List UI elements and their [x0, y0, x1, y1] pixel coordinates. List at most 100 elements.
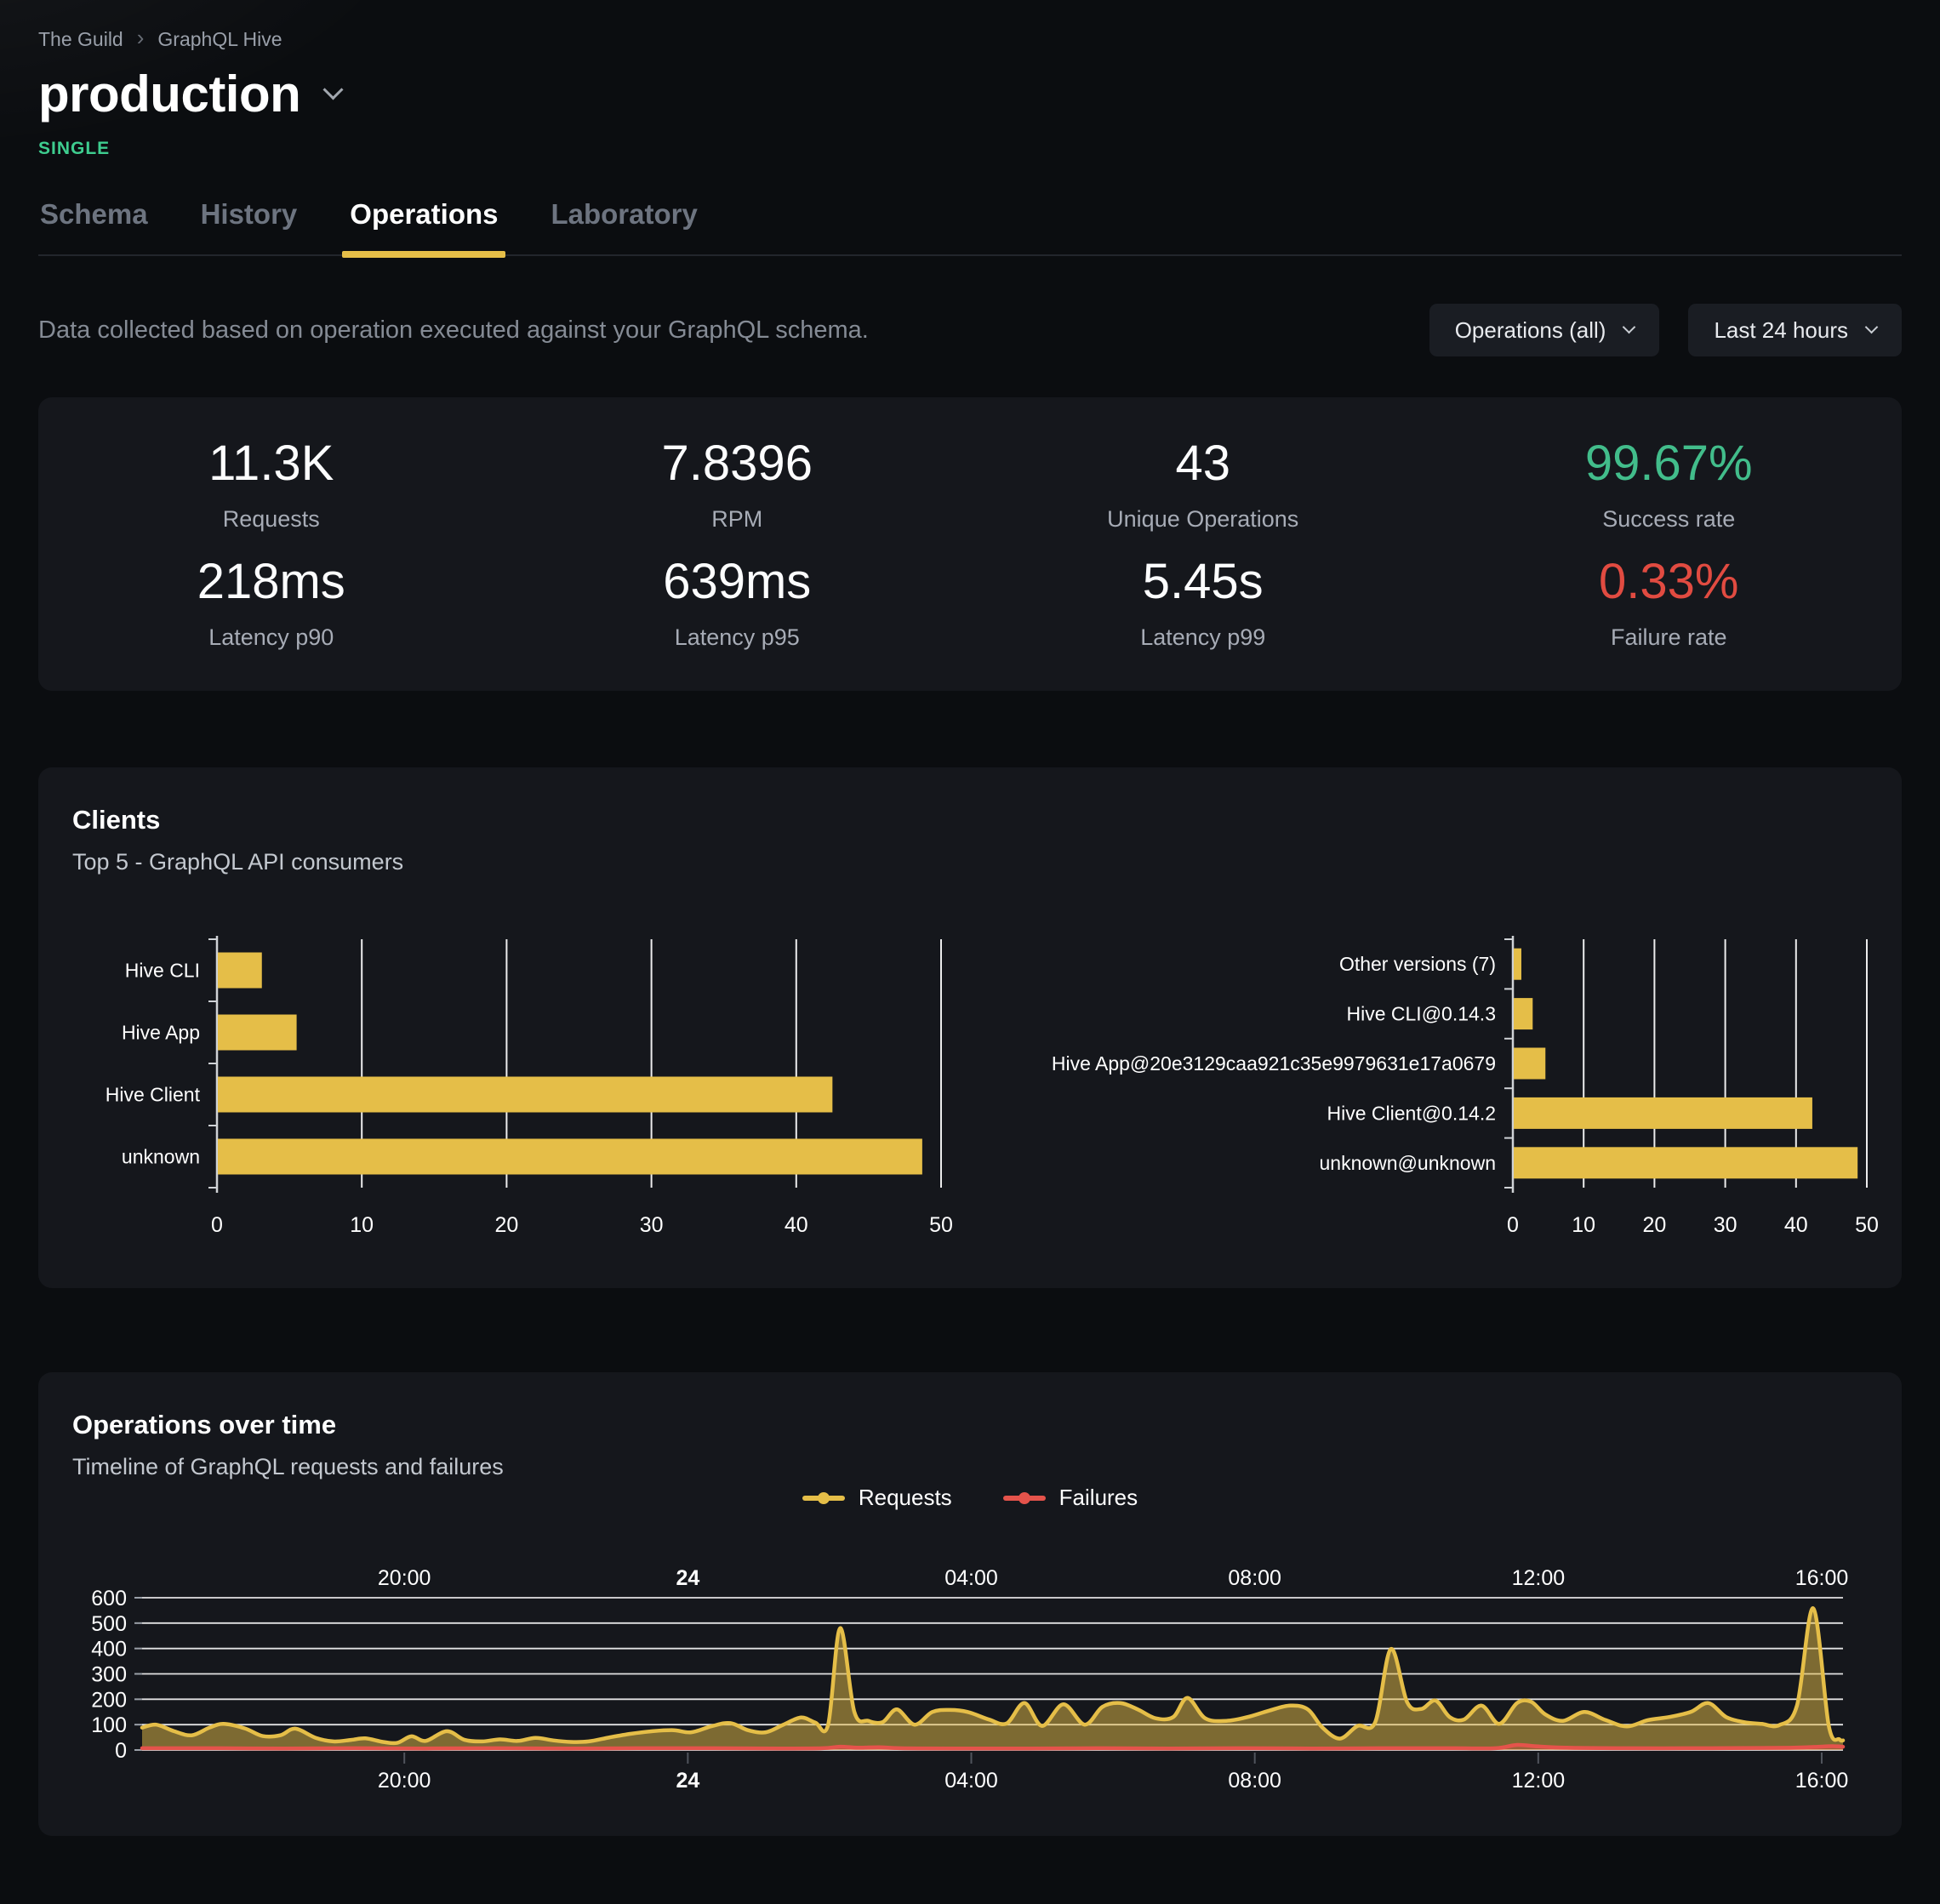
stat-label: Success rate	[1602, 506, 1736, 532]
stat-label: Latency p99	[1140, 624, 1266, 650]
category-label: Hive CLI@0.14.3	[1347, 1003, 1497, 1025]
bar-hive-app	[218, 1014, 297, 1051]
svg-text:50: 50	[929, 1213, 953, 1237]
svg-text:300: 300	[91, 1663, 127, 1687]
svg-text:04:00: 04:00	[944, 1566, 998, 1590]
operations-dashboard: The Guild › GraphQL Hive production SINGLE…	[38, 0, 1902, 1836]
stat-value: 639ms	[663, 553, 812, 609]
bar-hive-cli-0-14-3	[1514, 998, 1533, 1030]
bar-category-labels: Hive CLI Hive App Hive Client unknown	[106, 960, 201, 1168]
stat-requests: 11.3K Requests	[38, 435, 505, 543]
bar-hive-client	[218, 1076, 833, 1113]
breadcrumb: The Guild › GraphQL Hive	[38, 0, 1902, 51]
stat-value: 99.67%	[1584, 436, 1753, 491]
timeline-legend: Requests Failures	[38, 1485, 1902, 1511]
stat-label: Requests	[222, 506, 320, 532]
svg-text:400: 400	[91, 1638, 127, 1662]
bars	[1514, 948, 1858, 1179]
stat-value: 43	[1175, 436, 1230, 491]
svg-text:0: 0	[115, 1739, 127, 1763]
legend-label: Failures	[1058, 1485, 1138, 1510]
svg-text:20:00: 20:00	[378, 1566, 431, 1590]
filter-buttons: Operations (all) Last 24 hours	[1429, 304, 1902, 356]
category-label: unknown	[122, 1146, 200, 1168]
svg-text:0: 0	[1507, 1213, 1519, 1237]
bar-category-labels: Other versions (7) Hive CLI@0.14.3 Hive Ap…	[1052, 953, 1496, 1174]
svg-text:10: 10	[350, 1213, 374, 1237]
bar-hive-cli	[218, 952, 262, 989]
svg-text:20: 20	[494, 1213, 518, 1237]
stats-card: 11.3K Requests 7.8396 RPM 43 Unique Operation…	[38, 397, 1902, 691]
target-mode-badge: SINGLE	[38, 139, 111, 158]
svg-text:200: 200	[91, 1688, 127, 1712]
dropdown-label: Operations (all)	[1454, 316, 1606, 343]
category-label: Hive Client@0.14.2	[1327, 1102, 1497, 1124]
series-failures	[140, 1742, 1846, 1751]
category-label: Hive App@20e3129caa921c35e9979631e17a067…	[1052, 1052, 1496, 1075]
category-label: unknown@unknown	[1320, 1152, 1496, 1174]
dropdown-last-24-hours[interactable]: Last 24 hours	[1688, 304, 1902, 356]
legend-marker-icon	[802, 1491, 845, 1504]
timeline-card-subtitle: Timeline of GraphQL requests and failure…	[72, 1454, 504, 1479]
legend-dot-icon	[817, 1491, 830, 1504]
stat-value: 218ms	[197, 553, 345, 609]
stat-value: 11.3K	[208, 436, 334, 491]
clients-by-name-bar-chart: Hive CLI Hive App Hive Client unknown 0 10 20 3…	[106, 936, 953, 1237]
stat-rpm: 7.8396 RPM	[505, 435, 971, 543]
svg-text:08:00: 08:00	[1228, 1566, 1281, 1590]
category-label: Other versions (7)	[1339, 953, 1496, 975]
chevron-down-icon	[1864, 320, 1879, 334]
stat-label: Latency p90	[208, 624, 334, 650]
stat-latency-p99: 5.45s Latency p99	[970, 553, 1436, 661]
svg-text:0: 0	[211, 1213, 223, 1237]
stat-latency-p90: 218ms Latency p90	[38, 553, 505, 661]
svg-text:100: 100	[91, 1713, 127, 1737]
target-selector-chevron-down-icon[interactable]	[322, 79, 344, 100]
dropdown-label: Last 24 hours	[1714, 316, 1848, 343]
svg-text:10: 10	[1572, 1213, 1595, 1237]
svg-text:16:00: 16:00	[1795, 1769, 1849, 1793]
svg-text:20: 20	[1642, 1213, 1666, 1237]
svg-text:40: 40	[785, 1213, 808, 1237]
stat-value: 0.33%	[1599, 553, 1739, 609]
tab-history[interactable]: History	[199, 198, 300, 254]
svg-text:24: 24	[676, 1566, 699, 1590]
tab-bar: Schema History Operations Laboratory	[38, 198, 1902, 258]
svg-text:600: 600	[91, 1587, 127, 1610]
category-label: Hive CLI	[125, 960, 200, 982]
tab-operations[interactable]: Operations	[342, 198, 506, 258]
bar-other-versions-7	[1514, 948, 1521, 980]
timeline-card-title: Operations over time	[72, 1410, 337, 1439]
legend-item-failures[interactable]: Failures	[1002, 1485, 1138, 1511]
stat-label: Unique Operations	[1107, 506, 1299, 532]
legend-item-requests[interactable]: Requests	[802, 1485, 952, 1511]
filter-row: Data collected based on operation execut…	[38, 304, 1902, 356]
svg-text:16:00: 16:00	[1795, 1566, 1849, 1590]
tab-schema[interactable]: Schema	[38, 198, 150, 254]
svg-text:08:00: 08:00	[1228, 1769, 1281, 1793]
bar-hive-app-20e3129caa921c35e9979631e17a0679	[1514, 1047, 1546, 1080]
page-header: The Guild › GraphQL Hive production SINGLE…	[38, 0, 1902, 258]
breadcrumb-graphql-hive[interactable]: GraphQL Hive	[157, 27, 282, 50]
stat-value: 5.45s	[1142, 553, 1264, 609]
timeline-x-labels: 20:00 20:00 24 24 04:00 04:00 08:00 08:00 12:00 1…	[378, 1566, 1848, 1793]
page-description: Data collected based on operation execut…	[38, 316, 869, 344]
svg-text:40: 40	[1784, 1213, 1808, 1237]
bar-hive-client-0-14-2	[1514, 1097, 1812, 1129]
svg-text:500: 500	[91, 1612, 127, 1636]
tab-laboratory[interactable]: Laboratory	[549, 198, 699, 254]
svg-text:50: 50	[1855, 1213, 1879, 1237]
bar-grid	[1504, 936, 1868, 1193]
stat-failure-rate: 0.33% Failure rate	[1436, 553, 1903, 661]
bars	[218, 952, 922, 1175]
clients-by-version-bar-chart: Other versions (7) Hive CLI@0.14.3 Hive Ap…	[1052, 936, 1879, 1237]
legend-dot-icon	[1018, 1491, 1030, 1504]
bar-unknown	[218, 1138, 922, 1175]
dropdown-operations-all[interactable]: Operations (all)	[1429, 304, 1660, 356]
stat-value: 7.8396	[661, 436, 813, 491]
breadcrumb-separator-icon: ›	[136, 25, 145, 50]
breadcrumb-the-guild[interactable]: The Guild	[38, 27, 123, 50]
stat-label: Failure rate	[1610, 624, 1727, 650]
page-title: production	[38, 66, 301, 123]
